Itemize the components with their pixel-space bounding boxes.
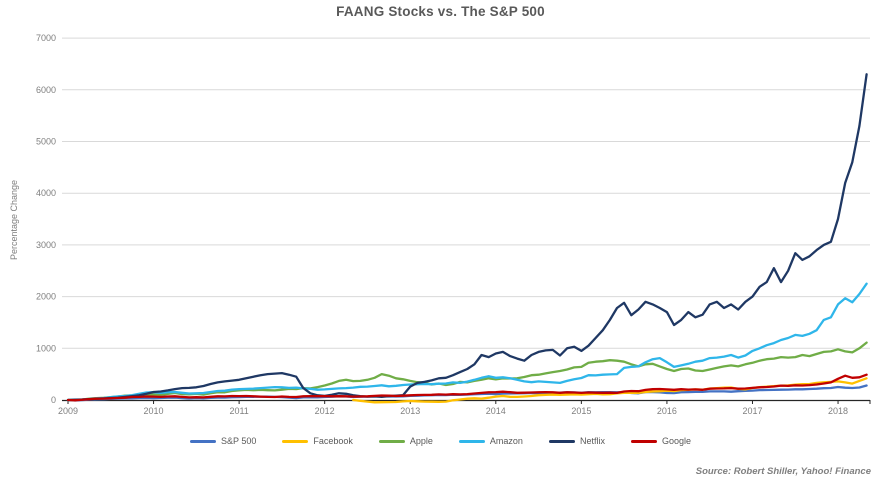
y-tick-label-6000: 6000: [36, 85, 56, 95]
y-tick-label-7000: 7000: [36, 33, 56, 43]
y-axis-title: Percentage Change: [9, 180, 19, 260]
x-tick-label-2014: 2014: [486, 406, 506, 416]
legend-swatch-facebook: [282, 439, 309, 443]
x-tick-label-2010: 2010: [144, 406, 164, 416]
y-tick-label-5000: 5000: [36, 137, 56, 147]
y-tick-label-3000: 3000: [36, 240, 56, 250]
x-tick-label-2015: 2015: [571, 406, 591, 416]
legend-label-facebook: Facebook: [313, 436, 353, 446]
legend-item-google: Google: [630, 436, 691, 446]
legend-swatch-google: [630, 439, 657, 443]
series-line-google: [66, 373, 868, 402]
legend-swatch-s-p-500: [189, 439, 216, 443]
x-tick-label-2009: 2009: [58, 406, 78, 416]
series-line-netflix: [66, 73, 868, 402]
legend-swatch-apple: [378, 439, 405, 443]
x-tick-label-2016: 2016: [657, 406, 677, 416]
y-tick-label-2000: 2000: [36, 292, 56, 302]
y-tick-label-0: 0: [51, 395, 56, 405]
legend-item-facebook: Facebook: [282, 436, 353, 446]
legend-item-s-p-500: S&P 500: [189, 436, 257, 446]
legend-label-s-p-500: S&P 500: [220, 436, 257, 446]
legend-label-apple: Apple: [409, 436, 433, 446]
legend-item-amazon: Amazon: [458, 436, 523, 446]
legend-label-amazon: Amazon: [489, 436, 523, 446]
legend-swatch-amazon: [458, 439, 485, 443]
chart-title: FAANG Stocks vs. The S&P 500: [336, 4, 545, 19]
legend-label-google: Google: [661, 436, 691, 446]
y-tick-label-1000: 1000: [36, 343, 56, 353]
legend-label-netflix: Netflix: [579, 436, 605, 446]
legend: S&P 500 Facebook Apple Amazon Netflix Google: [0, 436, 881, 446]
x-tick-label-2017: 2017: [742, 406, 762, 416]
legend-item-netflix: Netflix: [548, 436, 605, 446]
x-tick-label-2011: 2011: [229, 406, 248, 416]
source-note: Source: Robert Shiller, Yahoo! Finance: [695, 466, 871, 477]
series-line-amazon: [66, 282, 868, 402]
x-tick-label-2018: 2018: [828, 406, 848, 416]
legend-swatch-netflix: [548, 439, 575, 443]
legend-item-apple: Apple: [378, 436, 433, 446]
y-tick-label-4000: 4000: [36, 188, 56, 198]
x-tick-label-2013: 2013: [400, 406, 420, 416]
x-tick-label-2012: 2012: [315, 406, 335, 416]
